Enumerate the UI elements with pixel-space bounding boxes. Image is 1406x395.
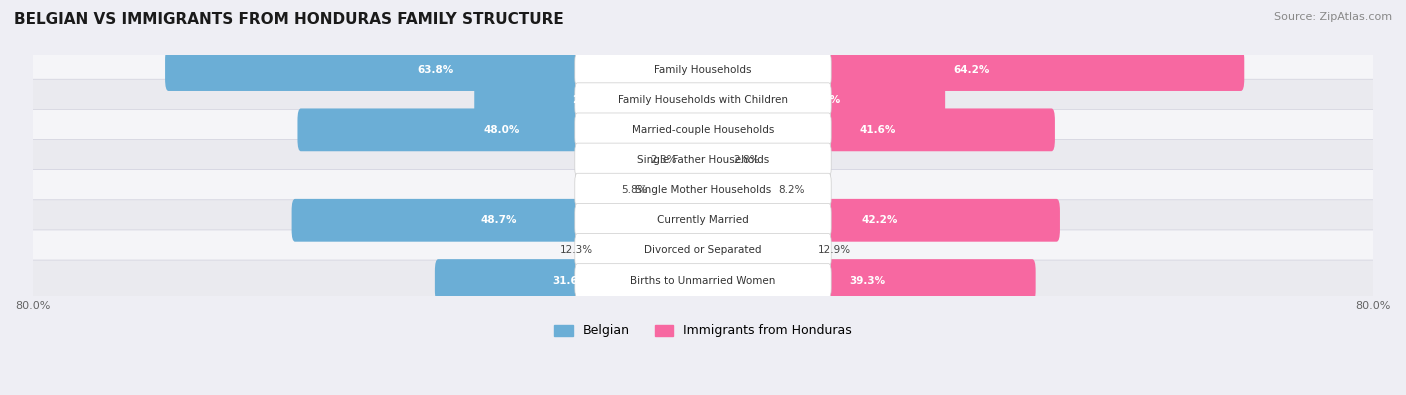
FancyBboxPatch shape [700,229,814,272]
FancyBboxPatch shape [298,109,706,151]
Text: 5.8%: 5.8% [621,185,648,195]
FancyBboxPatch shape [575,53,831,87]
FancyBboxPatch shape [700,78,945,121]
FancyBboxPatch shape [700,109,1054,151]
FancyBboxPatch shape [575,83,831,117]
FancyBboxPatch shape [575,203,831,237]
FancyBboxPatch shape [575,233,831,267]
Text: 42.2%: 42.2% [862,215,898,225]
FancyBboxPatch shape [700,169,775,212]
Text: Family Households with Children: Family Households with Children [619,95,787,105]
FancyBboxPatch shape [700,259,1036,302]
FancyBboxPatch shape [651,169,706,212]
FancyBboxPatch shape [474,78,706,121]
Text: Single Father Households: Single Father Households [637,155,769,165]
Text: 41.6%: 41.6% [859,125,896,135]
FancyBboxPatch shape [291,199,706,242]
Text: 8.2%: 8.2% [779,185,804,195]
Text: 63.8%: 63.8% [418,64,454,75]
Legend: Belgian, Immigrants from Honduras: Belgian, Immigrants from Honduras [548,320,858,342]
Text: Births to Unmarried Women: Births to Unmarried Women [630,276,776,286]
FancyBboxPatch shape [575,143,831,177]
Text: 12.9%: 12.9% [818,245,851,256]
Text: BELGIAN VS IMMIGRANTS FROM HONDURAS FAMILY STRUCTURE: BELGIAN VS IMMIGRANTS FROM HONDURAS FAMI… [14,12,564,27]
Text: Divorced or Separated: Divorced or Separated [644,245,762,256]
FancyBboxPatch shape [31,79,1375,120]
Text: 2.3%: 2.3% [651,155,678,165]
Text: 2.8%: 2.8% [733,155,759,165]
FancyBboxPatch shape [596,229,706,272]
FancyBboxPatch shape [434,259,706,302]
FancyBboxPatch shape [700,199,1060,242]
FancyBboxPatch shape [681,139,706,181]
FancyBboxPatch shape [575,173,831,207]
Text: Married-couple Households: Married-couple Households [631,125,775,135]
Text: Single Mother Households: Single Mother Households [636,185,770,195]
FancyBboxPatch shape [575,113,831,147]
Text: 48.0%: 48.0% [484,125,520,135]
Text: 26.9%: 26.9% [572,95,609,105]
FancyBboxPatch shape [31,169,1375,211]
FancyBboxPatch shape [700,48,1244,91]
Text: 31.6%: 31.6% [553,276,589,286]
FancyBboxPatch shape [31,139,1375,181]
FancyBboxPatch shape [700,139,730,181]
FancyBboxPatch shape [31,260,1375,301]
FancyBboxPatch shape [31,49,1375,90]
Text: 64.2%: 64.2% [953,64,990,75]
Text: Family Households: Family Households [654,64,752,75]
FancyBboxPatch shape [31,230,1375,271]
Text: Source: ZipAtlas.com: Source: ZipAtlas.com [1274,12,1392,22]
Text: 28.5%: 28.5% [804,95,841,105]
Text: 12.3%: 12.3% [560,245,593,256]
Text: 39.3%: 39.3% [849,276,886,286]
Text: 48.7%: 48.7% [481,215,517,225]
FancyBboxPatch shape [165,48,706,91]
FancyBboxPatch shape [31,200,1375,241]
FancyBboxPatch shape [31,109,1375,150]
FancyBboxPatch shape [575,264,831,297]
Text: Currently Married: Currently Married [657,215,749,225]
